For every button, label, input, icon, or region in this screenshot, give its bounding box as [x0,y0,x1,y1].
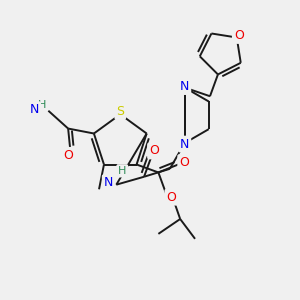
Text: S: S [116,105,124,118]
Text: N: N [104,176,113,189]
Text: O: O [179,156,189,169]
Text: O: O [149,145,159,158]
Text: O: O [234,29,244,42]
Text: N: N [180,138,189,151]
Text: O: O [63,149,73,162]
Text: H: H [38,100,46,110]
Text: H: H [118,166,126,176]
Text: O: O [166,191,176,204]
Text: N: N [180,80,189,93]
Text: N: N [30,103,39,116]
